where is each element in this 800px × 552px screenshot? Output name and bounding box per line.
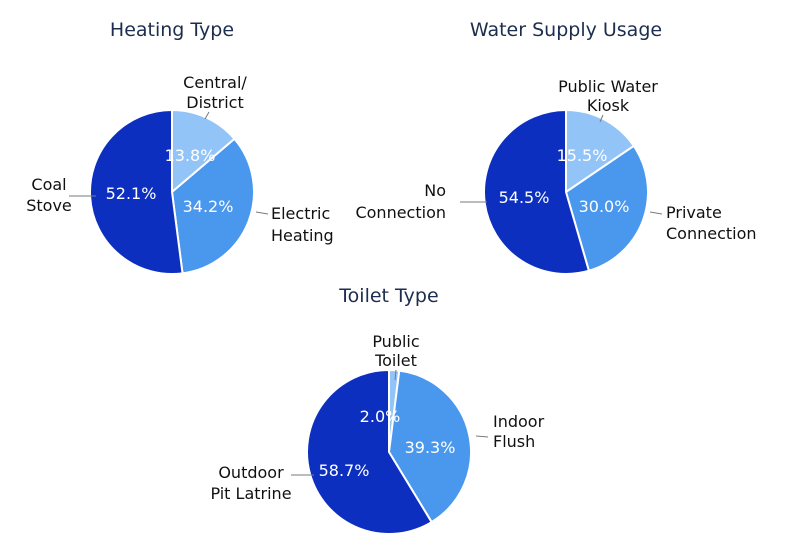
chart-title: Heating Type	[110, 19, 234, 41]
slice-category-label: Coal Stove	[26, 175, 72, 215]
slice-category-label: Electric Heating	[271, 204, 334, 245]
pie-slice-private-connection	[564, 144, 649, 272]
slice-value-label: 13.8%	[165, 146, 216, 165]
slice-value-label: 15.5%	[557, 146, 608, 165]
pie-slice-coal-stove	[89, 108, 184, 275]
slice-category-label: Central/District	[183, 73, 247, 112]
slice-value-label: 30.0%	[579, 197, 630, 216]
leader-line-public-toilet	[394, 369, 397, 381]
slice-value-label: 34.2%	[183, 197, 234, 216]
slice-value-label: 52.1%	[106, 184, 157, 203]
slice-category-label: Indoor Flush	[493, 412, 545, 451]
slice-category-label: No Connection	[355, 181, 446, 222]
pie-chart-heating-type: Heating Type 13.8% 34.2% 52.1% Central/Distr…	[26, 19, 334, 275]
pie-slice-central-district	[171, 108, 236, 195]
slice-category-label: Public Water Kiosk	[558, 77, 658, 115]
pie-slice-no-connection	[483, 108, 591, 275]
chart-title: Water Supply Usage	[470, 19, 662, 41]
leader-line-electric-heating	[255, 211, 269, 215]
slice-value-label: 2.0%	[360, 407, 401, 426]
slice-category-label: Outdoor Pit Latrine	[210, 463, 291, 503]
pie-slice-public-water-kiosk	[565, 108, 636, 194]
pie-slice-outdoor-pit-latrine	[306, 368, 434, 535]
slice-value-label: 54.5%	[499, 188, 550, 207]
slice-value-label: 58.7%	[319, 461, 370, 480]
leader-line-private-connection	[649, 211, 663, 215]
slice-category-label: Public Toilet	[372, 332, 419, 370]
slice-category-label: Private Connection	[666, 203, 757, 243]
leader-line-central-district	[204, 111, 210, 120]
leader-line-public-water-kiosk	[599, 114, 604, 123]
leader-line-indoor-flush	[475, 435, 489, 438]
chart-title: Toilet Type	[338, 285, 438, 307]
slice-value-label: 39.3%	[405, 438, 456, 457]
pie-slice-electric-heating	[170, 137, 255, 275]
pie-chart-water-supply-usage: Water Supply Usage 15.5% 30.0% 54.5% Public …	[355, 19, 757, 275]
pie-chart-toilet-type: Toilet Type 2.0%39.3% 58.7% Public Toilet Ind…	[210, 285, 545, 535]
